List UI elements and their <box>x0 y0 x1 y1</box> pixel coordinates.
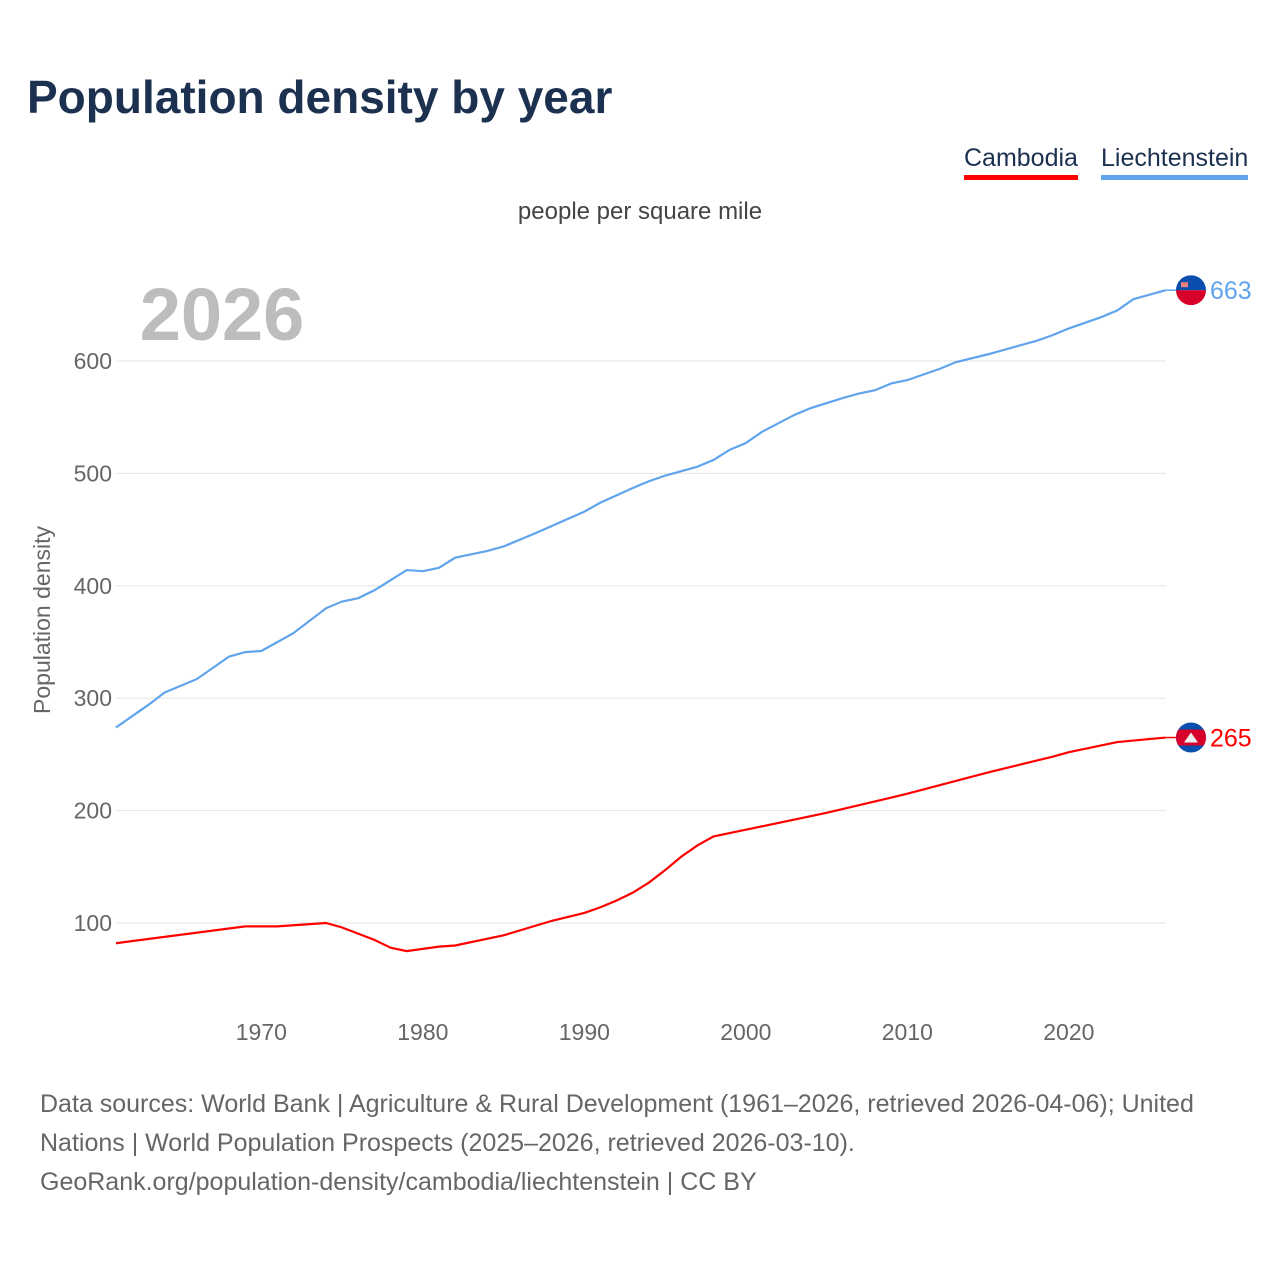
end-value-label: 663 <box>1210 277 1252 305</box>
legend-liechtenstein[interactable]: Liechtenstein <box>1101 144 1249 180</box>
y-axis-label: Population density <box>29 526 55 714</box>
x-tick-label: 1990 <box>559 1019 610 1045</box>
y-tick-label: 500 <box>74 460 112 486</box>
year-watermark: 2026 <box>140 273 305 356</box>
y-tick-label: 100 <box>74 910 112 936</box>
end-value-label: 265 <box>1210 725 1252 753</box>
chart-subtitle: people per square mile <box>517 198 763 225</box>
y-tick-label: 200 <box>74 798 112 824</box>
x-tick-label: 1970 <box>236 1019 287 1045</box>
series-line-liechtenstein[interactable] <box>115 289 1167 729</box>
page-title: Population density by year <box>27 71 613 123</box>
liechtenstein-flag-icon <box>1176 275 1206 306</box>
y-tick-label: 600 <box>74 348 112 374</box>
y-tick-label: 400 <box>74 573 112 599</box>
cambodia-flag-icon <box>1176 722 1206 753</box>
sources-text: Data sources: World Bank | Agriculture &… <box>40 1090 1194 1157</box>
x-tick-label: 2000 <box>720 1019 771 1045</box>
x-tick-label: 1980 <box>397 1019 448 1045</box>
footer-sources: Data sources: World Bank | Agriculture &… <box>40 1085 1250 1202</box>
series-line-cambodia[interactable] <box>115 736 1166 953</box>
legend-cambodia[interactable]: Cambodia <box>964 144 1078 180</box>
x-tick-label: 2010 <box>882 1019 933 1045</box>
x-tick-label: 2020 <box>1043 1019 1094 1045</box>
y-tick-label: 300 <box>74 685 112 711</box>
source-link[interactable]: GeoRank.org/population-density/cambodia/… <box>40 1168 757 1196</box>
